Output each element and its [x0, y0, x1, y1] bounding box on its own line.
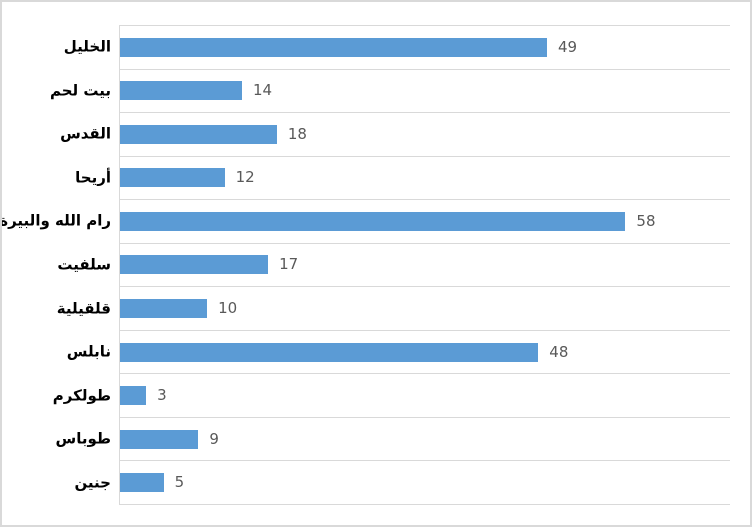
bar	[120, 386, 147, 406]
bar	[120, 211, 626, 231]
value-label: 48	[549, 342, 569, 361]
chart-row: أريحا 12	[75, 155, 730, 200]
bar	[120, 124, 277, 144]
bar	[120, 37, 547, 57]
category-label: نابلس	[66, 342, 111, 361]
bar	[120, 81, 242, 101]
value-label: 12	[235, 168, 255, 187]
category-label: قلقيلية	[56, 299, 111, 318]
bar	[120, 255, 269, 275]
value-label: 10	[218, 299, 238, 318]
bar	[120, 429, 199, 449]
chart-row: نابلس 48	[67, 329, 730, 374]
chart-row: جنين 5	[74, 460, 730, 504]
category-label: القدس	[60, 124, 111, 143]
category-label: بيت لحم	[49, 81, 111, 100]
plot-area: الخليل 49 بيت لحم 14 القدس 18 أريحا 12 ر…	[2, 25, 730, 505]
chart-row: رام الله والبيرة 58	[2, 199, 730, 243]
value-label: 18	[287, 124, 307, 143]
chart-row: قلقيلية 10	[57, 286, 730, 330]
category-label: الخليل	[63, 37, 111, 56]
bar	[120, 473, 164, 493]
chart-row: سلفيت 17	[57, 242, 730, 287]
chart-row: بيت لحم 14	[50, 68, 730, 113]
category-label: جنين	[74, 473, 111, 492]
value-label: 17	[279, 255, 299, 274]
chart-row: طولكرم 3	[53, 373, 730, 417]
value-label: 5	[174, 473, 185, 492]
category-label: رام الله والبيرة	[0, 211, 111, 230]
value-label: 58	[636, 211, 656, 230]
category-label: طولكرم	[52, 386, 111, 405]
category-label: سلفيت	[57, 255, 111, 274]
chart-row: الخليل 49	[64, 25, 730, 69]
bar	[120, 168, 225, 188]
bar	[120, 299, 208, 319]
value-label: 14	[253, 81, 273, 100]
chart-row: طوباس 9	[56, 416, 730, 461]
category-label: أريحا	[75, 168, 111, 187]
value-label: 9	[209, 429, 219, 448]
chart-row: القدس 18	[60, 112, 730, 156]
value-label: 3	[157, 386, 167, 405]
category-label: طوباس	[55, 429, 112, 448]
value-label: 49	[558, 37, 578, 56]
bar	[120, 342, 539, 362]
